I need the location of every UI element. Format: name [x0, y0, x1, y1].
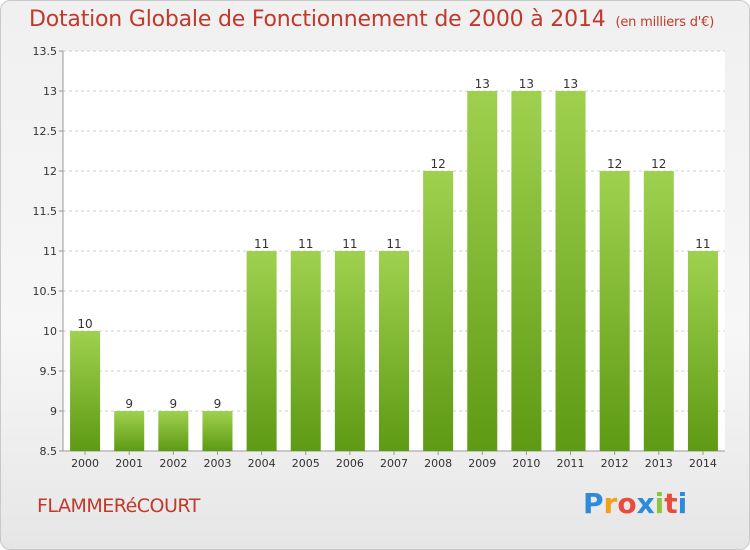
logo-letter: r: [603, 487, 618, 520]
y-tick-label: 12.5: [33, 125, 58, 138]
bar-value-label: 9: [214, 397, 222, 411]
chart-title: Dotation Globale de Fonctionnement de 20…: [29, 7, 606, 32]
logo-letter: t: [664, 487, 678, 520]
bar: [555, 91, 586, 451]
bar: [423, 171, 454, 451]
x-tick-label: 2012: [601, 457, 629, 470]
x-tick-label: 2005: [292, 457, 320, 470]
logo-letter: o: [617, 487, 637, 520]
bar: [687, 251, 718, 451]
x-tick-label: 2002: [159, 457, 187, 470]
y-tick-label: 11: [43, 245, 57, 258]
logo-letter: x: [636, 487, 655, 520]
bar-value-label: 11: [342, 237, 357, 251]
bar-value-label: 13: [519, 77, 534, 91]
x-tick-label: 2001: [115, 457, 143, 470]
bar: [70, 331, 101, 451]
y-tick-label: 13: [43, 85, 57, 98]
bar-value-label: 11: [298, 237, 313, 251]
logo-letter: i: [654, 487, 665, 520]
y-tick-label: 13.5: [33, 45, 58, 58]
y-tick-label: 8.5: [40, 445, 58, 458]
bar: [334, 251, 365, 451]
bar: [643, 171, 674, 451]
x-tick-label: 2010: [512, 457, 540, 470]
y-tick-label: 10.5: [33, 285, 58, 298]
y-tick-label: 12: [43, 165, 57, 178]
bar-value-label: 11: [386, 237, 401, 251]
x-tick-label: 2007: [380, 457, 408, 470]
bar: [114, 411, 145, 451]
y-tick-label: 9: [50, 405, 57, 418]
commune-name: FLAMMERéCOURT: [37, 495, 200, 517]
y-tick-label: 11.5: [33, 205, 58, 218]
chart-title-block: Dotation Globale de Fonctionnement de 20…: [29, 7, 714, 32]
x-tick-label: 2013: [645, 457, 673, 470]
y-tick-label: 9.5: [40, 365, 58, 378]
x-tick-label: 2004: [248, 457, 276, 470]
bar-value-label: 13: [475, 77, 490, 91]
x-tick-label: 2003: [203, 457, 231, 470]
bar: [202, 411, 233, 451]
bar-value-label: 11: [254, 237, 269, 251]
bar-value-label: 13: [563, 77, 578, 91]
bar: [511, 91, 542, 451]
bar: [246, 251, 277, 451]
x-tick-label: 2014: [689, 457, 717, 470]
bar-value-label: 11: [695, 237, 710, 251]
bar-value-label: 12: [651, 157, 666, 171]
bar-value-label: 10: [77, 317, 92, 331]
bar: [290, 251, 321, 451]
bar: [599, 171, 630, 451]
chart-subtitle: (en milliers d'€): [615, 15, 715, 30]
x-tick-label: 2006: [336, 457, 364, 470]
bar-value-label: 12: [430, 157, 445, 171]
bar-value-label: 9: [125, 397, 133, 411]
logo-letter: P: [583, 487, 604, 520]
x-tick-label: 2009: [468, 457, 496, 470]
x-tick-label: 2008: [424, 457, 452, 470]
y-tick-label: 10: [43, 325, 57, 338]
proxiti-logo: Proxiti: [583, 487, 687, 520]
bar-value-label: 12: [607, 157, 622, 171]
bar: [467, 91, 498, 451]
logo-letter: i: [677, 487, 688, 520]
x-tick-label: 2011: [557, 457, 585, 470]
bar: [378, 251, 410, 451]
x-tick-label: 2000: [71, 457, 99, 470]
bar-value-label: 9: [170, 397, 178, 411]
bar: [158, 411, 189, 451]
